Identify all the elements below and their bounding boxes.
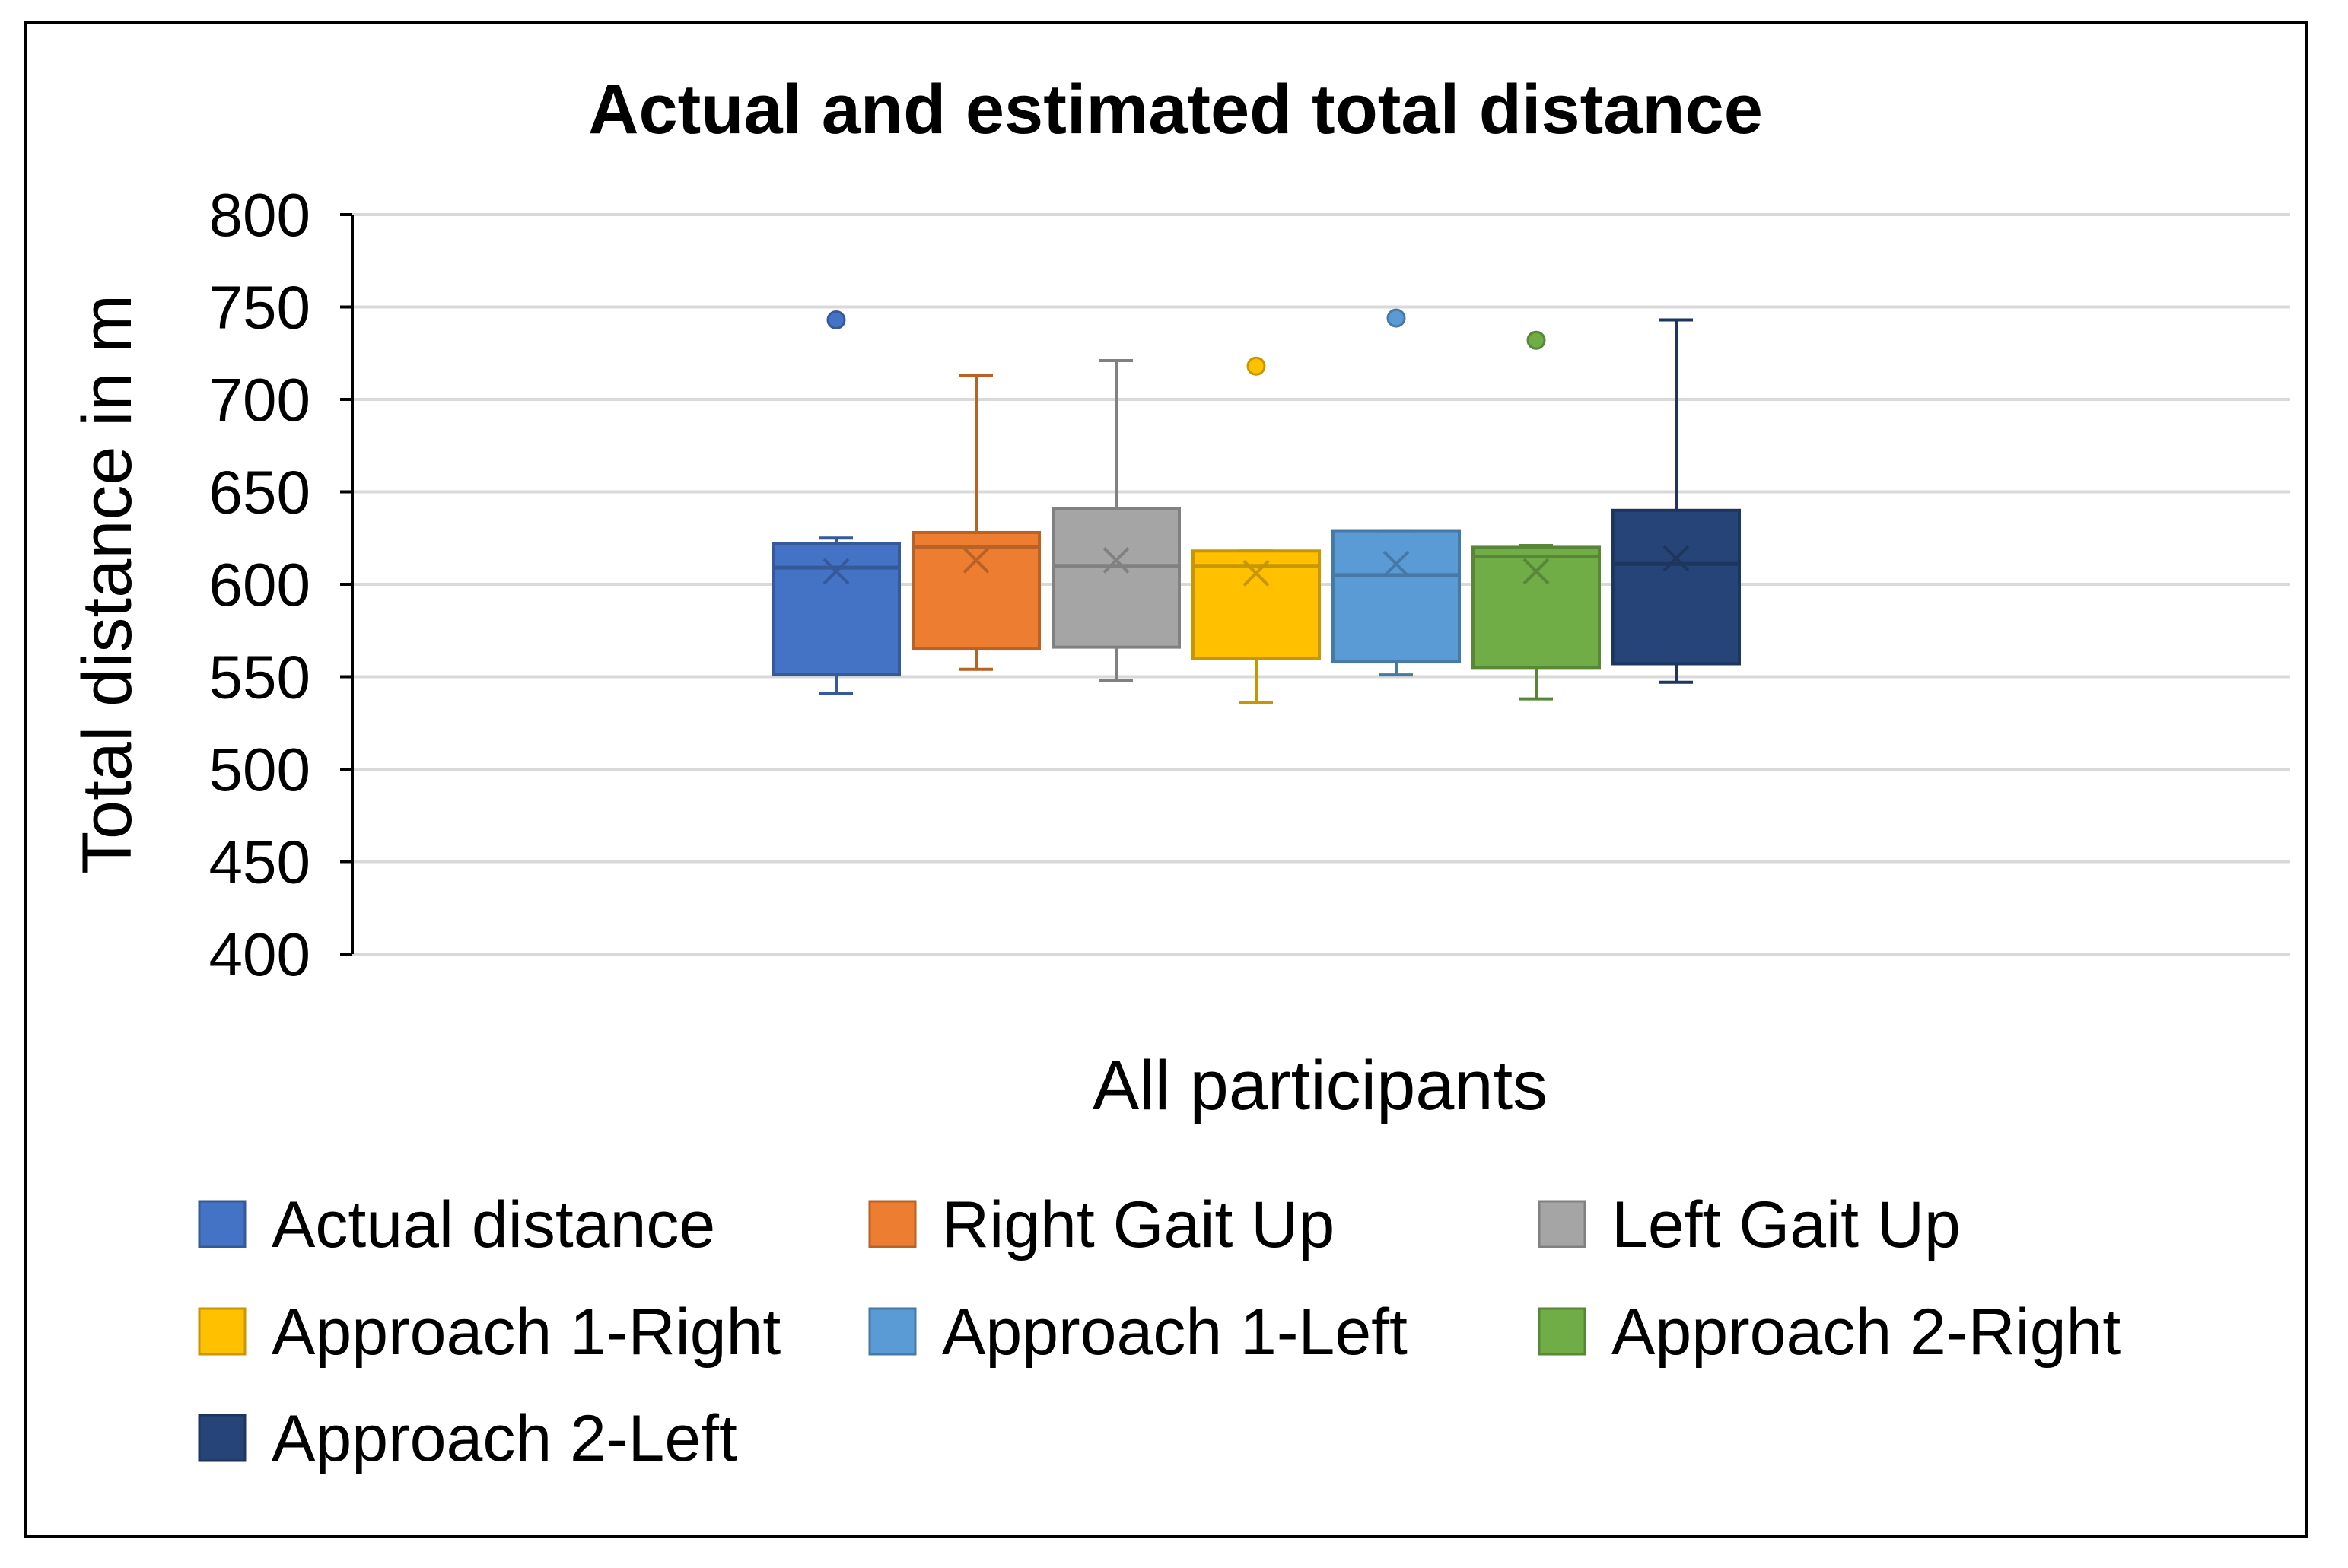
- box-approach-2-right: [1471, 330, 1601, 701]
- legend-swatch: [1538, 1307, 1586, 1356]
- legend-item: Approach 2-Left: [198, 1402, 737, 1475]
- y-tick-label: 400: [209, 921, 310, 988]
- y-tick-label: 500: [209, 736, 310, 803]
- mean-marker: [1382, 550, 1410, 577]
- mean-marker: [1522, 558, 1550, 585]
- box-approach-1-left: [1331, 308, 1461, 677]
- box-actual-distance: [772, 310, 901, 695]
- legend: Actual distance Right Gait Up Left Gait Up…: [198, 1188, 2121, 1475]
- mean-marker: [962, 546, 990, 574]
- y-tick-label: 550: [209, 644, 310, 711]
- y-tick-label: 600: [209, 551, 310, 619]
- y-tick-label: 450: [209, 829, 310, 896]
- outlier-point: [1386, 308, 1406, 328]
- legend-item: Approach 1-Left: [868, 1296, 1408, 1369]
- legend-item: Approach 1-Right: [198, 1296, 781, 1369]
- legend-label: Approach 1-Left: [942, 1296, 1408, 1369]
- y-axis-ticks: 800 750 700 650 600 550 500 450 400: [209, 181, 352, 988]
- y-axis-title: Total distance in m: [68, 294, 146, 874]
- legend-label: Actual distance: [272, 1188, 715, 1261]
- legend-swatch: [198, 1414, 247, 1462]
- outlier-point: [1526, 330, 1546, 350]
- outlier-point: [1246, 356, 1266, 376]
- legend-swatch: [868, 1200, 917, 1248]
- legend-item: Right Gait Up: [868, 1188, 1335, 1261]
- legend-label: Approach 2-Right: [1611, 1296, 2121, 1369]
- box-body: [912, 530, 1041, 651]
- legend-swatch: [198, 1307, 247, 1356]
- chart-title: Actual and estimated total distance: [588, 71, 1763, 148]
- chart-frame: [24, 21, 2308, 1538]
- legend-label: Approach 1-Right: [272, 1296, 781, 1369]
- outlier-point: [826, 310, 846, 330]
- legend-item: Approach 2-Right: [1538, 1296, 2121, 1369]
- mean-marker: [822, 558, 850, 585]
- box-body: [1052, 507, 1181, 649]
- box-body: [1611, 508, 1741, 666]
- mean-marker: [1662, 545, 1690, 572]
- mean-marker: [1242, 560, 1270, 587]
- x-axis-title: All participants: [1093, 1047, 1548, 1124]
- gridlines: [352, 213, 2290, 956]
- mean-marker: [1102, 546, 1130, 574]
- box-body: [772, 542, 901, 677]
- box-body: [1191, 549, 1321, 660]
- y-tick-label: 700: [209, 366, 310, 434]
- box-left-gait-up: [1052, 358, 1181, 682]
- box-body: [1331, 529, 1461, 664]
- legend-label: Left Gait Up: [1611, 1188, 1961, 1261]
- box-approach-1-right: [1191, 356, 1321, 704]
- box-plots: [772, 308, 1741, 704]
- legend-label: Right Gait Up: [942, 1188, 1335, 1261]
- legend-swatch: [198, 1200, 247, 1248]
- y-tick-label: 800: [209, 181, 310, 249]
- legend-item: Actual distance: [198, 1188, 715, 1261]
- y-tick-label: 650: [209, 459, 310, 526]
- box-right-gait-up: [912, 374, 1041, 671]
- legend-item: Left Gait Up: [1538, 1188, 1961, 1261]
- box-approach-2-left: [1611, 318, 1741, 684]
- box-body: [1471, 545, 1601, 670]
- legend-label: Approach 2-Left: [272, 1402, 737, 1475]
- y-tick-label: 750: [209, 274, 310, 342]
- legend-swatch: [868, 1307, 917, 1356]
- legend-swatch: [1538, 1200, 1586, 1248]
